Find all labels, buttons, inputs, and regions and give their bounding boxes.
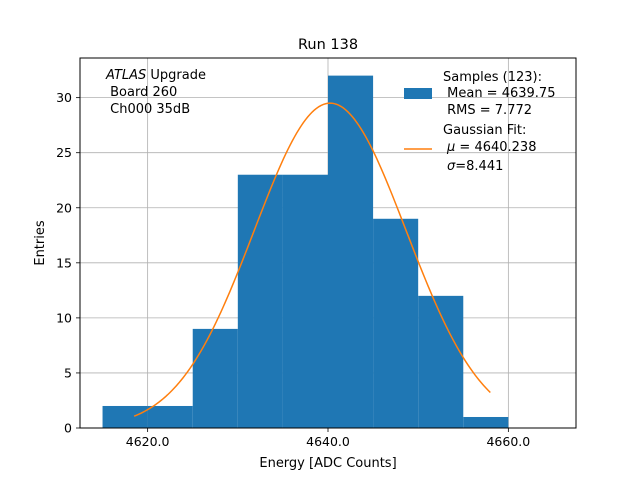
legend-fit-title: Gaussian Fit: — [443, 123, 526, 138]
histogram-bar — [147, 405, 193, 428]
chart-title: Run 138 — [298, 37, 358, 53]
legend-samples-rms: RMS = 7.772 — [443, 103, 532, 118]
legend-fit-mu: μ = 4640.238 — [446, 140, 536, 155]
mu-value: = 4640.238 — [455, 140, 536, 155]
sigma-symbol: σ — [447, 159, 456, 174]
annotation-line-2: Board 260 — [106, 85, 177, 100]
y-tick-label: 30 — [56, 90, 72, 105]
y-tick-label: 20 — [56, 200, 72, 215]
sigma-value: =8.441 — [455, 159, 503, 174]
y-tick-label: 10 — [56, 310, 72, 325]
legend-samples-swatch — [404, 88, 432, 99]
x-axis-label: Energy [ADC Counts] — [259, 456, 396, 471]
histogram-bar — [373, 218, 419, 428]
x-tick-label: 4640.0 — [306, 434, 350, 449]
x-tick-label: 4660.0 — [486, 434, 530, 449]
annotation-line-1: ATLAS Upgrade — [105, 68, 206, 83]
histogram-bar — [418, 295, 464, 428]
y-tick-label: 0 — [64, 421, 72, 436]
histogram-bars — [102, 75, 509, 428]
histogram-bar — [282, 174, 328, 428]
gaussian-fit-curve — [133, 102, 491, 417]
legend-fit-sigma: σ=8.441 — [447, 159, 503, 174]
histogram-bar — [102, 405, 148, 428]
histogram-bar — [328, 75, 374, 428]
x-tick-label: 4620.0 — [126, 434, 170, 449]
upgrade-label: Upgrade — [146, 68, 206, 83]
gaussian-fit-layer — [133, 102, 491, 417]
y-tick-label: 25 — [56, 145, 72, 160]
x-axis-ticks: 4620.0 4640.0 4660.0 — [126, 428, 530, 449]
y-axis-ticks: 0 5 10 15 20 25 30 — [56, 90, 80, 436]
legend-samples-mean: Mean = 4639.75 — [443, 86, 555, 101]
mu-symbol: μ — [446, 140, 455, 155]
atlas-annotation: ATLAS Upgrade Board 260 Ch000 35dB — [105, 68, 206, 117]
histogram-bar — [192, 328, 238, 428]
y-axis-label: Entries — [33, 220, 48, 266]
y-tick-label: 15 — [56, 255, 72, 270]
legend-samples-title: Samples (123): — [443, 70, 542, 85]
histogram-bar — [237, 174, 283, 428]
legend: Samples (123): Mean = 4639.75 RMS = 7.77… — [404, 70, 555, 174]
y-tick-label: 5 — [64, 365, 72, 380]
atlas-label: ATLAS — [105, 68, 146, 83]
histogram-bar — [463, 416, 509, 428]
annotation-line-3: Ch000 35dB — [106, 102, 190, 117]
